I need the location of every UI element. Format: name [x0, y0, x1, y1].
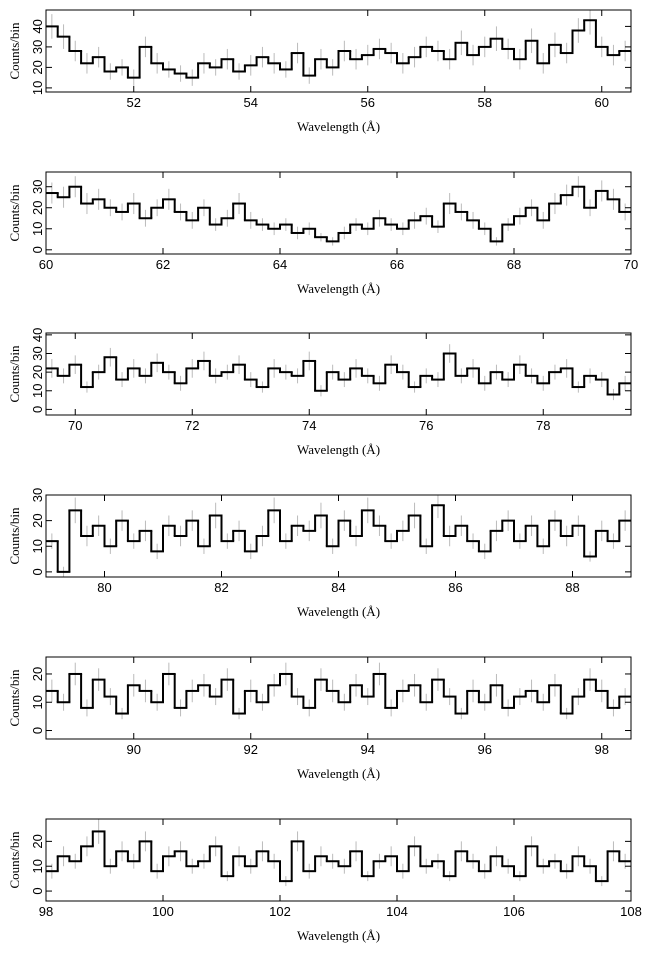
- panel: 98 100 102 104 106 108 0 10 20 Counts/bin Waveleng…: [7, 818, 642, 943]
- x-tick-label: 60: [39, 257, 53, 272]
- x-tick-label: 102: [269, 904, 291, 919]
- y-axis-label: Counts/bin: [7, 22, 22, 80]
- plot-area: [46, 495, 631, 577]
- panel: 70 72 74 76 78 0 10 20 30 40 Counts/bin Wavelength …: [7, 328, 632, 457]
- x-tick-label: 84: [331, 580, 345, 595]
- y-tick-label: 10: [30, 222, 45, 236]
- x-axis-label: Wavelength (Å): [297, 604, 380, 619]
- x-axis-label: Wavelength (Å): [297, 766, 380, 781]
- x-tick-label: 56: [361, 95, 375, 110]
- x-tick-label: 96: [478, 742, 492, 757]
- plot-area: [46, 176, 631, 246]
- x-tick-label: 68: [507, 257, 521, 272]
- x-tick-label: 66: [390, 257, 404, 272]
- y-axis-label: Counts/bin: [7, 345, 22, 403]
- x-tick-label: 62: [156, 257, 170, 272]
- y-axis-label: Counts/bin: [7, 669, 22, 727]
- panel: 90 92 94 96 98 0 10 20 Counts/bin Wavelength (Å): [7, 656, 632, 781]
- x-tick-label: 70: [68, 418, 82, 433]
- x-tick-label: 82: [214, 580, 228, 595]
- x-tick-label: 64: [273, 257, 287, 272]
- x-tick-label: 58: [478, 95, 492, 110]
- x-axis-label: Wavelength (Å): [297, 119, 380, 134]
- x-axis-label: Wavelength (Å): [297, 928, 380, 943]
- y-tick-label: 20: [30, 365, 45, 379]
- y-tick-label: 0: [30, 406, 45, 413]
- y-tick-label: 0: [30, 246, 45, 253]
- x-axis-label: Wavelength (Å): [297, 281, 380, 296]
- x-tick-label: 70: [624, 257, 638, 272]
- x-tick-label: 52: [127, 95, 141, 110]
- y-tick-label: 0: [30, 887, 45, 894]
- plot-frame: [45, 332, 632, 416]
- x-tick-label: 100: [152, 904, 174, 919]
- x-tick-label: 74: [302, 418, 316, 433]
- y-tick-label: 0: [30, 727, 45, 734]
- y-tick-label: 30: [30, 40, 45, 54]
- y-tick-label: 20: [30, 513, 45, 527]
- panel: 80 82 84 86 88 0 10 20 30 Counts/bin Wavelength (Å…: [7, 488, 632, 619]
- y-axis-label: Counts/bin: [7, 507, 22, 565]
- y-tick-label: 30: [30, 346, 45, 360]
- y-tick-label: 10: [30, 695, 45, 709]
- y-tick-label: 20: [30, 201, 45, 215]
- panel: 52 54 56 58 60 10 20 30 40 Counts/bin Wavelength (…: [7, 9, 632, 134]
- y-tick-label: 40: [30, 328, 45, 342]
- x-tick-label: 94: [361, 742, 375, 757]
- x-tick-label: 98: [39, 904, 53, 919]
- x-tick-label: 88: [565, 580, 579, 595]
- x-tick-label: 76: [419, 418, 433, 433]
- x-tick-label: 98: [595, 742, 609, 757]
- y-tick-label: 40: [30, 19, 45, 33]
- plot-frame: [45, 818, 632, 902]
- x-tick-label: 60: [595, 95, 609, 110]
- y-tick-label: 20: [30, 667, 45, 681]
- plot-frame: [45, 9, 632, 93]
- x-tick-label: 108: [620, 904, 642, 919]
- plot-frame: [45, 656, 632, 740]
- y-tick-label: 20: [30, 834, 45, 848]
- x-tick-label: 104: [386, 904, 408, 919]
- y-tick-label: 10: [30, 859, 45, 873]
- x-tick-label: 90: [127, 742, 141, 757]
- x-tick-label: 78: [536, 418, 550, 433]
- y-tick-label: 10: [30, 81, 45, 95]
- plot-area: [46, 10, 631, 86]
- y-tick-label: 20: [30, 60, 45, 74]
- x-tick-label: 106: [503, 904, 525, 919]
- y-tick-label: 0: [30, 568, 45, 575]
- y-axis-label: Counts/bin: [7, 184, 22, 242]
- x-tick-label: 54: [244, 95, 258, 110]
- x-tick-label: 72: [185, 418, 199, 433]
- x-tick-label: 92: [244, 742, 258, 757]
- y-tick-label: 30: [30, 488, 45, 502]
- y-tick-label: 10: [30, 384, 45, 398]
- y-tick-label: 10: [30, 539, 45, 553]
- plot-area: [46, 819, 631, 887]
- y-tick-label: 30: [30, 179, 45, 193]
- x-tick-label: 86: [448, 580, 462, 595]
- panel: 60 62 64 66 68 70 0 10 20 30 Counts/bin Wavelength …: [7, 171, 638, 296]
- x-tick-label: 80: [97, 580, 111, 595]
- plot-area: [46, 662, 631, 720]
- plot-area: [46, 344, 631, 401]
- plot-frame: [45, 171, 632, 255]
- x-axis-label: Wavelength (Å): [297, 442, 380, 457]
- y-axis-label: Counts/bin: [7, 831, 22, 889]
